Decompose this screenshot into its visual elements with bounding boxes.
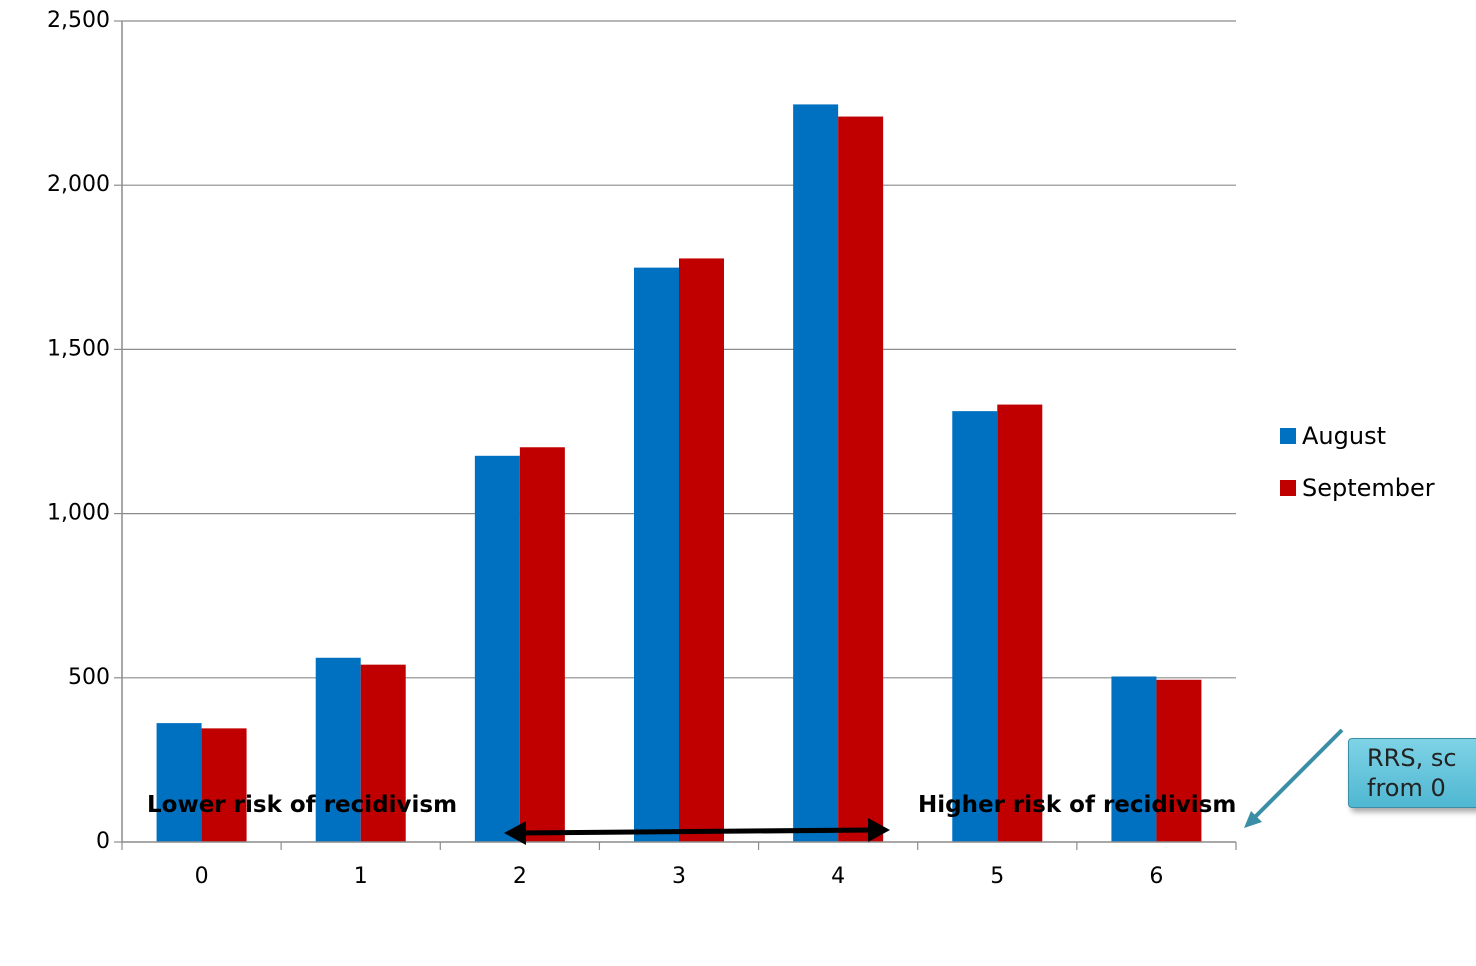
legend-label-september: September: [1302, 474, 1435, 502]
x-tick-label: 1: [354, 864, 368, 889]
x-tick-label: 3: [672, 864, 686, 889]
bar-september-0: [201, 728, 247, 842]
y-tick-label: 2,000: [47, 172, 110, 197]
x-axis-tick-labels: 0 1 2 3 4 5 6: [195, 864, 1164, 889]
y-tick-label: 2,500: [47, 8, 110, 33]
bar-august-0: [156, 723, 202, 842]
y-tick-label: 1,000: [47, 501, 110, 526]
bar-september-5: [997, 404, 1043, 842]
bars: [156, 104, 1202, 843]
legend: August September: [1280, 410, 1435, 514]
x-tick-label: 4: [831, 864, 845, 889]
legend-swatch-august: [1280, 428, 1296, 444]
y-tick-label: 500: [68, 665, 110, 690]
y-axis-tick-labels: 0 500 1,000 1,500 2,000 2,500: [47, 8, 110, 854]
bar-august-5: [952, 411, 998, 842]
y-tick-label: 0: [96, 829, 110, 854]
x-tick-label: 2: [513, 864, 527, 889]
callout-line-1: RRS, sc: [1367, 744, 1457, 772]
higher-risk-label: Higher risk of recidivism: [918, 792, 1237, 818]
y-tick-label: 1,500: [47, 336, 110, 361]
callout-line-2: from 0: [1367, 774, 1446, 802]
bar-august-2: [474, 455, 520, 842]
risk-direction-arrow: [504, 818, 890, 845]
bar-september-3: [679, 258, 724, 842]
legend-item-august: August: [1280, 410, 1435, 462]
x-tick-label: 5: [990, 864, 1004, 889]
bar-september-6: [1156, 679, 1202, 842]
callout-pointer-arrow: [1244, 728, 1344, 828]
lower-risk-label: Lower risk of recidivism: [147, 792, 458, 818]
bar-september-1: [360, 664, 406, 842]
x-tick-label: 0: [195, 864, 209, 889]
legend-label-august: August: [1302, 422, 1386, 450]
bar-august-3: [634, 267, 679, 842]
bar-august-6: [1111, 676, 1157, 842]
legend-swatch-september: [1280, 480, 1296, 496]
bar-september-4: [838, 116, 884, 843]
bar-september-2: [519, 447, 565, 842]
legend-item-september: September: [1280, 462, 1435, 514]
bar-august-1: [315, 657, 361, 842]
bar-august-4: [793, 104, 839, 843]
rrs-callout: RRS, sc from 0: [1348, 738, 1476, 808]
x-tick-label: 6: [1149, 864, 1163, 889]
axes: [121, 21, 1237, 850]
